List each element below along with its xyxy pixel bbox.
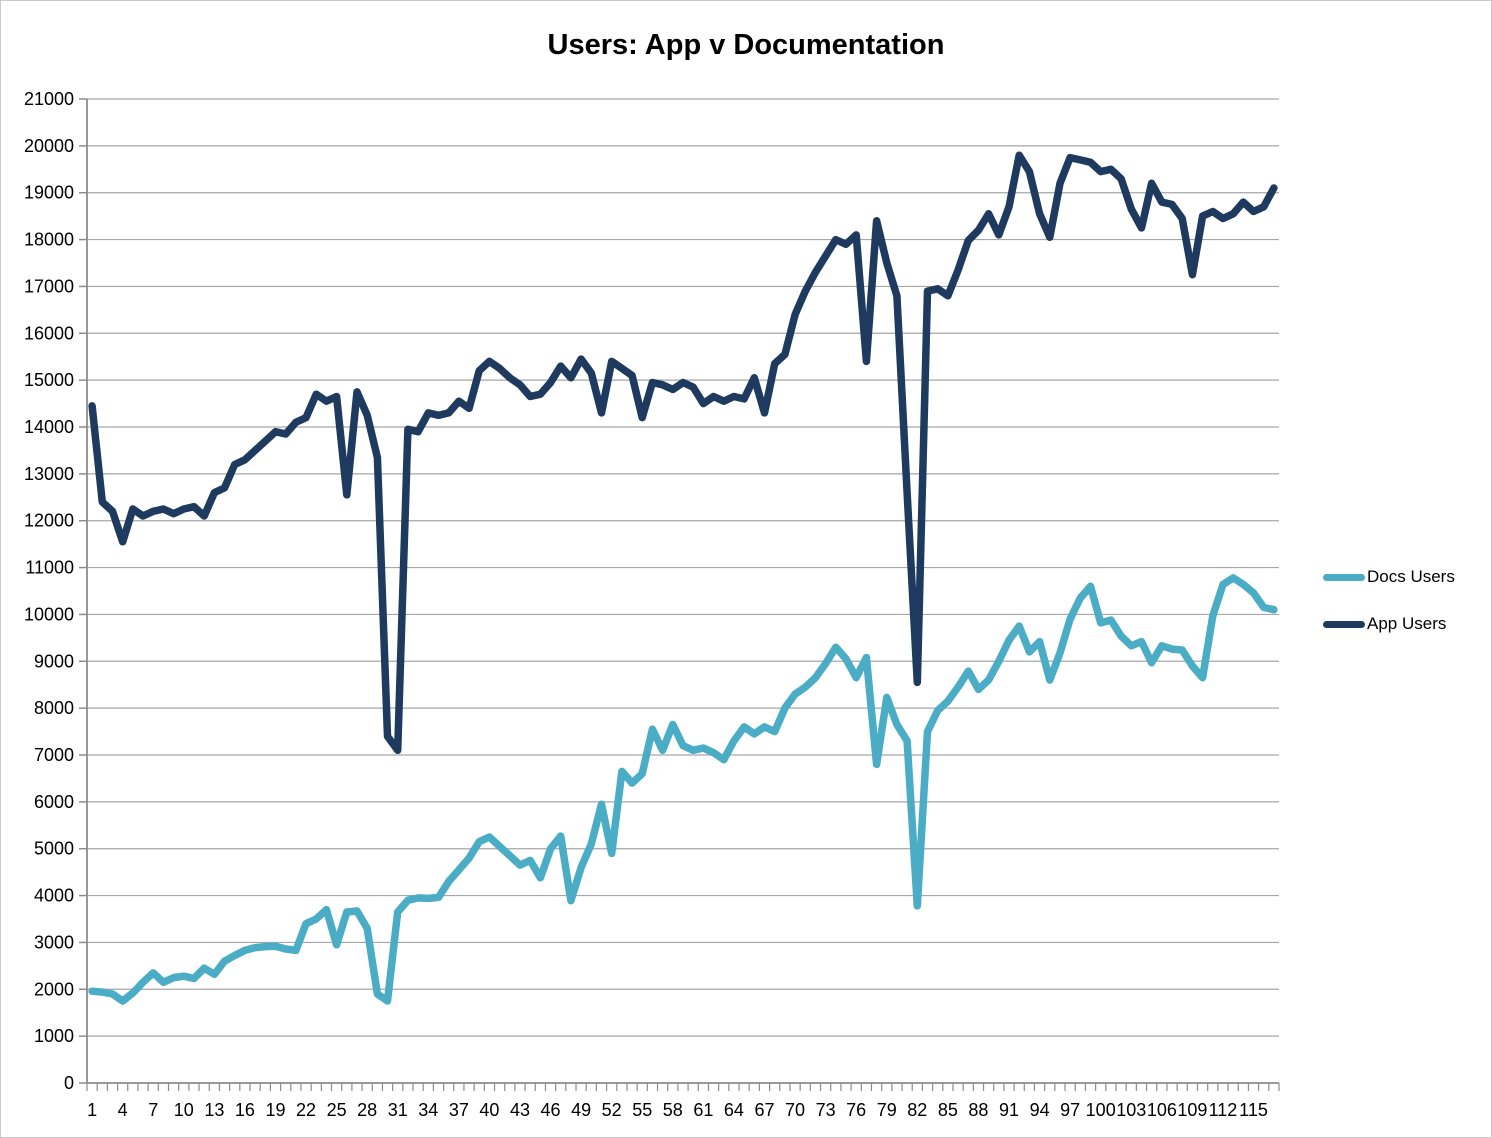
- legend-swatch-docs-users: [1323, 573, 1365, 581]
- legend-label-docs-users: Docs Users: [1367, 567, 1455, 586]
- y-axis-label: 17000: [24, 276, 74, 296]
- x-axis-label: 109: [1177, 1100, 1207, 1120]
- x-axis-label: 106: [1147, 1100, 1177, 1120]
- x-axis-label: 1: [87, 1100, 97, 1120]
- y-axis-label: 14000: [24, 417, 74, 437]
- y-axis-label: 11000: [25, 558, 74, 578]
- x-axis-label: 55: [632, 1100, 652, 1120]
- legend-label-app-users: App Users: [1367, 614, 1447, 633]
- x-axis-label: 67: [754, 1100, 774, 1120]
- x-axis-label: 34: [418, 1100, 438, 1120]
- legend-item-app-users: App Users: [1323, 614, 1455, 634]
- legend-swatch-app-users: [1323, 620, 1365, 628]
- y-axis-label: 3000: [34, 932, 74, 952]
- y-axis-label: 16000: [24, 323, 74, 343]
- x-axis-label: 22: [296, 1100, 316, 1120]
- x-axis-label: 112: [1209, 1100, 1238, 1120]
- x-axis-label: 19: [265, 1100, 285, 1120]
- x-axis-label: 40: [479, 1100, 499, 1120]
- series-line-app-users: [88, 151, 1278, 755]
- y-axis-label: 2000: [34, 979, 74, 999]
- x-axis-label: 25: [327, 1100, 347, 1120]
- x-axis-label: 85: [938, 1100, 958, 1120]
- x-axis-label: 52: [602, 1100, 622, 1120]
- x-axis-label: 10: [174, 1100, 194, 1120]
- y-axis-label: 1000: [34, 1026, 74, 1046]
- x-axis-label: 28: [357, 1100, 377, 1120]
- y-axis-label: 20000: [24, 136, 74, 156]
- y-axis-label: 5000: [34, 839, 74, 859]
- y-axis-label: 6000: [34, 792, 74, 812]
- x-axis-label: 7: [148, 1100, 158, 1120]
- y-axis-label: 9000: [34, 651, 74, 671]
- x-axis-label: 64: [724, 1100, 744, 1120]
- x-axis-label: 70: [785, 1100, 805, 1120]
- y-axis-label: 7000: [34, 745, 74, 765]
- y-axis-label: 19000: [24, 183, 74, 203]
- x-axis-label: 37: [449, 1100, 469, 1120]
- x-axis-label: 76: [846, 1100, 866, 1120]
- x-axis-label: 49: [571, 1100, 591, 1120]
- x-axis-label: 82: [907, 1100, 927, 1120]
- x-axis-label: 97: [1060, 1100, 1080, 1120]
- x-axis-label: 58: [663, 1100, 683, 1120]
- y-axis-label: 0: [64, 1073, 74, 1093]
- x-axis-label: 31: [388, 1100, 408, 1120]
- y-axis-label: 8000: [34, 698, 74, 718]
- x-axis-label: 43: [510, 1100, 530, 1120]
- x-axis-label: 103: [1116, 1100, 1146, 1120]
- legend-item-docs-users: Docs Users: [1323, 567, 1455, 587]
- series-line-docs-users: [88, 574, 1278, 1005]
- x-axis-label: 16: [235, 1100, 255, 1120]
- x-axis-label: 115: [1239, 1100, 1268, 1120]
- x-axis-label: 100: [1086, 1100, 1116, 1120]
- x-axis-label: 79: [877, 1100, 897, 1120]
- x-axis-label: 46: [541, 1100, 561, 1120]
- chart-title: Users: App v Documentation: [547, 29, 945, 61]
- x-axis-label: 88: [968, 1100, 988, 1120]
- x-axis-label: 91: [999, 1100, 1019, 1120]
- y-axis-label: 21000: [24, 89, 74, 109]
- x-axis-label: 4: [118, 1100, 128, 1120]
- y-axis-label: 15000: [24, 370, 74, 390]
- chart-legend: Docs Users App Users: [1323, 567, 1455, 634]
- x-axis-label: 94: [1030, 1100, 1050, 1120]
- y-axis-label: 4000: [34, 886, 74, 906]
- y-axis-label: 18000: [24, 230, 74, 250]
- x-axis-label: 61: [693, 1100, 713, 1120]
- y-axis-label: 13000: [24, 464, 74, 484]
- x-axis-label: 73: [816, 1100, 836, 1120]
- x-axis-label: 13: [204, 1100, 224, 1120]
- y-axis-label: 12000: [24, 511, 74, 531]
- y-axis-label: 10000: [24, 604, 74, 624]
